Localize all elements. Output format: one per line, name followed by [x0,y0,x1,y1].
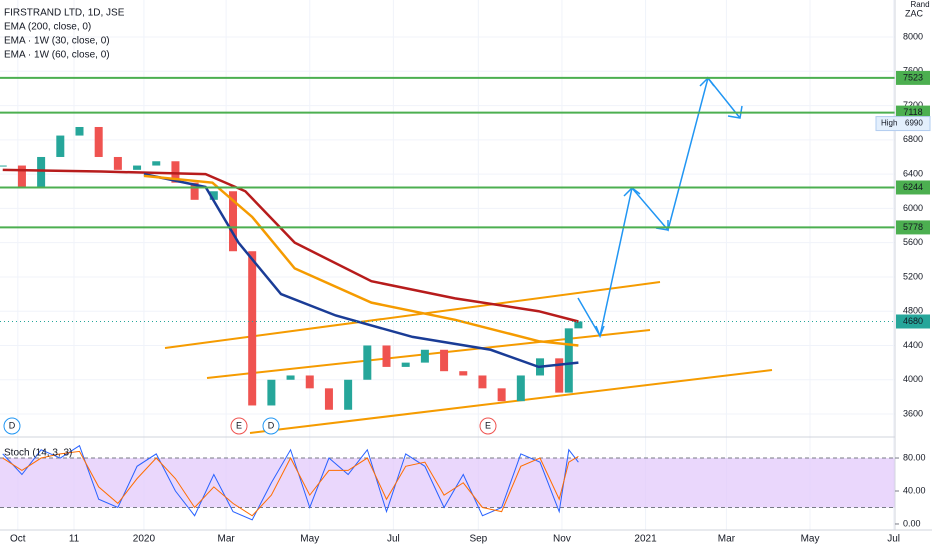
candle [382,345,391,367]
x-tick-label: May [300,534,319,545]
event-label: D [9,420,16,430]
y-tick-label: 4400 [903,340,923,350]
candle [286,375,295,380]
candle [564,328,573,393]
x-tick-label: Oct [10,534,26,545]
legend-entry: EMA (200, close, 0) [4,22,91,33]
stoch-title: Stoch (14, 3, 3) [4,448,72,459]
candle [344,379,353,410]
currency-label: Rand [910,0,929,9]
candle [133,165,142,170]
stoch-tick-label: 0.00 [903,518,921,528]
level-tag-label: 5778 [903,222,923,232]
x-tick-label: Jul [387,534,400,545]
candle [56,135,65,157]
candle [555,358,564,393]
event-label: E [236,420,242,430]
x-tick-label: 2020 [133,534,156,545]
level-tag [896,70,930,85]
y-tick-label: 6400 [903,168,923,178]
candle [516,375,525,402]
y-tick-label: 7200 [903,100,923,110]
arrow-head [595,325,605,339]
x-tick-label: 11 [69,534,80,545]
y-tick-label: 4800 [903,306,923,316]
stoch-tick-label: 80.00 [903,452,926,462]
candle [459,371,468,376]
x-tick-label: Nov [553,534,571,545]
level-tag-label: 7523 [903,72,923,82]
unit-label: ZAC [905,8,924,18]
y-tick-label: 3600 [903,408,923,418]
level-tag-label: 7118 [903,107,922,117]
y-tick-label: 4000 [903,374,923,384]
ema-line [2,168,579,323]
chart-title: FIRSTRAND LTD, 1D, JSE [4,8,125,19]
trend-line [164,281,661,349]
x-tick-label: Mar [718,534,736,545]
y-tick-label: 6800 [903,134,923,144]
y-tick-label: 5200 [903,271,923,281]
candle [478,375,487,389]
x-tick-label: Sep [469,534,487,545]
arrow-head [727,105,743,119]
candle [17,165,26,187]
candle [75,126,84,136]
candle [229,191,238,252]
candle [0,165,7,167]
candle [171,161,180,183]
candle [440,349,449,372]
candle [248,251,257,406]
last-price-label: 4680 [903,316,923,326]
candle [37,156,46,187]
y-tick-label: 7600 [903,66,923,76]
candle [420,349,429,363]
candle [267,379,276,406]
candle [363,345,372,380]
high-tag-value: 6990 [905,119,923,128]
trend-line [249,369,773,434]
legend-entry: EMA · 1W (30, close, 0) [4,36,110,47]
price-axis-bg [895,0,932,550]
stoch-line [2,450,579,517]
arrow-head [655,220,669,231]
x-tick-label: 2021 [634,534,657,545]
stoch-tick-label: 40.00 [903,485,926,495]
candle [209,191,218,200]
candle [305,375,314,389]
x-tick-label: May [801,534,820,545]
event-label: E [485,420,491,430]
event-marker [262,417,280,435]
event-label: D [268,420,275,430]
candle [190,182,199,200]
candle [574,321,583,329]
x-tick-label: Mar [218,534,236,545]
level-tag-label: 6244 [903,182,923,192]
candle [324,388,333,410]
stoch-line [2,444,579,521]
level-tag [896,180,930,195]
level-tag [896,220,930,235]
y-tick-label: 6000 [903,203,923,213]
last-price-tag [896,314,930,329]
high-tag [875,116,931,132]
high-tag-label: High [881,119,897,128]
ema-line [143,172,579,369]
y-tick-label: 5600 [903,237,923,247]
candle [152,161,161,166]
candle [401,362,410,367]
candle [497,388,506,402]
event-marker [3,417,21,435]
candle [113,156,122,170]
y-tick-label: 8000 [903,31,923,41]
candle [94,126,103,157]
event-marker [230,417,248,435]
event-marker [479,417,497,435]
legend-entry: EMA · 1W (60, close, 0) [4,50,110,61]
x-tick-label: Jul [887,534,900,545]
